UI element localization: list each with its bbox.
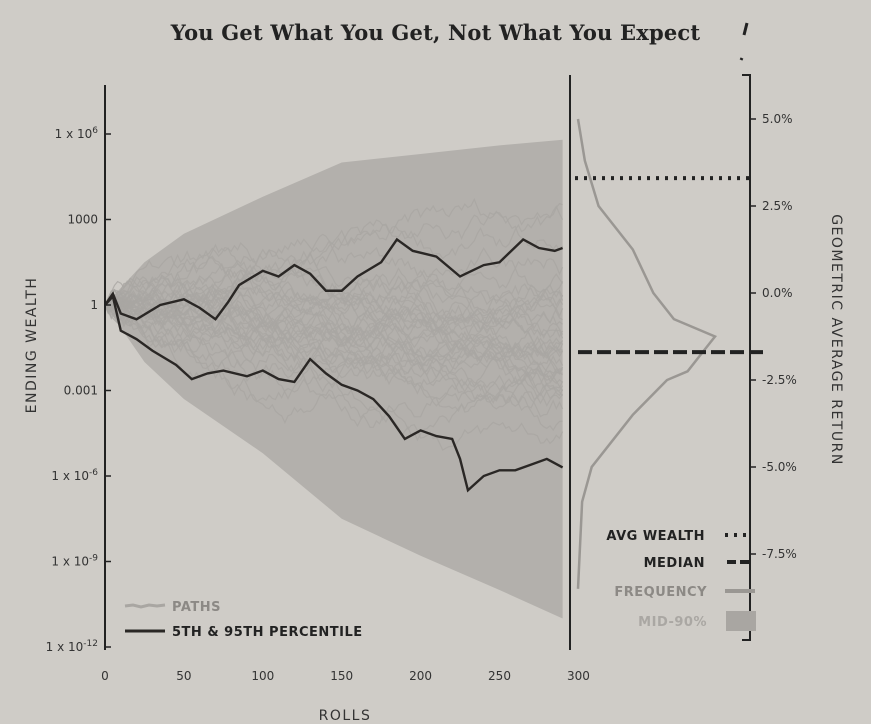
y-tick-label: 1 x 10-6: [51, 468, 98, 483]
y2-axis-label: GEOMETRIC AVERAGE RETURN: [828, 214, 844, 466]
y-tick-exponent: -6: [89, 468, 98, 478]
path-line: [104, 304, 564, 442]
percentile-95th-line: [104, 237, 564, 321]
paths-layer: [104, 197, 564, 451]
legend-median-label: MEDIAN: [644, 556, 705, 571]
path-line: [104, 202, 563, 319]
percentile-layer: [104, 237, 564, 493]
y2-tick-label: -7.5%: [762, 547, 797, 561]
path-line: [104, 303, 564, 377]
legend-percentile-label: 5TH & 95TH PERCENTILE: [172, 625, 363, 640]
y2-tick-label: 5.0%: [762, 112, 793, 126]
y-tick-exponent: -12: [83, 639, 98, 649]
y-tick-label: 1: [90, 298, 98, 312]
legend-frequency-label: FREQUENCY: [614, 585, 707, 600]
y-tick-label: 0.001: [64, 384, 98, 398]
y-axis-label: ENDING WEALTH: [24, 277, 40, 414]
y-tick-label: 1 x 10-12: [46, 639, 98, 654]
path-line: [104, 295, 564, 393]
path-line: [104, 267, 564, 316]
x-tick-label: 100: [251, 669, 274, 683]
y2-axis: [742, 74, 751, 641]
legend-paths-label: PATHS: [172, 600, 221, 615]
path-line: [104, 243, 564, 389]
path-line: [104, 297, 563, 373]
x-tick-label: 200: [409, 669, 432, 683]
legend-avg-wealth-label: AVG WEALTH: [606, 529, 705, 544]
path-line: [104, 304, 563, 381]
path-line: [104, 275, 564, 355]
x-tick-label: 150: [330, 669, 353, 683]
path-line: [104, 263, 563, 336]
y-tick-label: 1 x 10-9: [51, 554, 98, 569]
x-tick-label: 300: [567, 669, 590, 683]
y-tick-exponent: -9: [89, 554, 98, 564]
x-axis-label: ROLLS: [319, 708, 372, 724]
path-line: [104, 262, 564, 341]
y2-tick-label: -5.0%: [762, 460, 797, 474]
x-tick-label: 0: [101, 669, 109, 683]
path-line: [104, 282, 563, 373]
y-tick-exponent: 6: [92, 126, 98, 136]
frequency-layer: [575, 118, 765, 589]
y2-tick-label: 0.0%: [762, 286, 793, 300]
legend-paths-swatch: [124, 603, 166, 609]
path-line: [104, 257, 564, 327]
path-line: [104, 304, 564, 451]
path-line: [104, 301, 564, 418]
legend-mid90-swatch: [726, 611, 756, 631]
x-tick-label: 50: [176, 669, 191, 683]
path-line: [104, 284, 563, 344]
handwritten-mark: [739, 22, 749, 61]
y-tick-label: 1000: [67, 213, 98, 227]
percentile-5th-line: [104, 293, 564, 493]
chart-title: You Get What You Get, Not What You Expec…: [170, 20, 701, 45]
path-line: [104, 290, 563, 407]
x-tick-label: 250: [488, 669, 511, 683]
y-tick-label: 1 x 106: [55, 126, 99, 141]
y2-tick-label: -2.5%: [762, 373, 797, 387]
y2-tick-label: 2.5%: [762, 199, 793, 213]
legend-mid90-label: MID-90%: [638, 615, 707, 630]
frequency-curve: [576, 118, 717, 589]
